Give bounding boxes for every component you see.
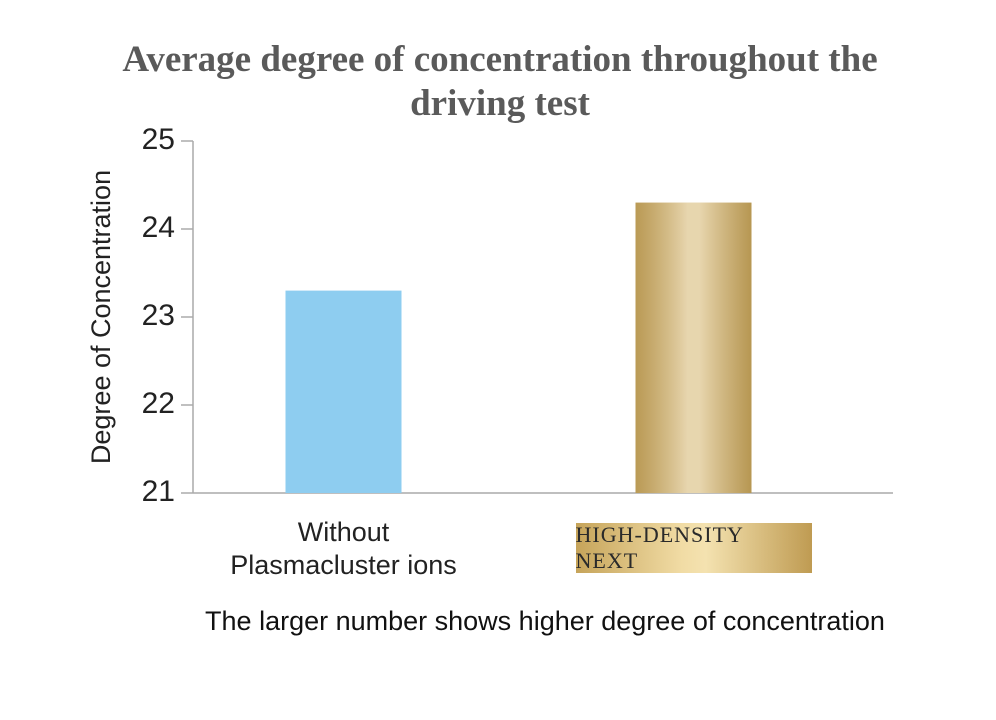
y-tick-label: 22 [142,387,175,420]
bar-shine [635,202,752,493]
bar [285,290,402,493]
y-axis-label: Degree of Concentration [86,170,116,464]
y-tick-label: 21 [142,475,175,508]
y-tick-label: 25 [142,123,175,156]
y-tick-label: 23 [142,299,175,332]
chart-note: The larger number shows higher degree of… [205,606,885,636]
x-tick-label: Without Plasmacluster ions [230,517,457,580]
y-tick-label: 24 [142,211,175,244]
x-tick-label: HIGH-DENSITY NEXT [575,522,812,573]
chart-title: Average degree of concentration througho… [122,39,878,124]
